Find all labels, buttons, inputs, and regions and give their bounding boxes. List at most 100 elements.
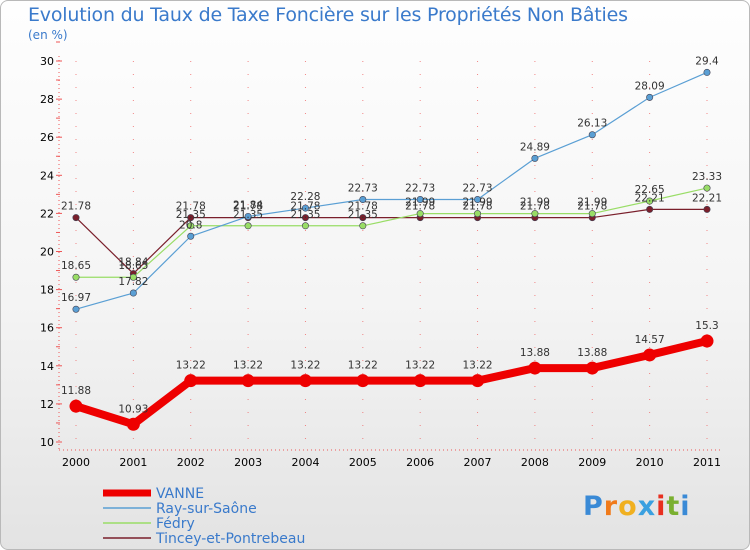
data-point	[474, 210, 482, 218]
y-tick-label: 24	[40, 169, 54, 182]
proxiti-logo: Proxiti	[583, 491, 691, 522]
data-label: 13.22	[405, 360, 435, 372]
data-point	[588, 210, 596, 218]
x-tick-label: 2005	[349, 456, 377, 469]
x-tick-label: 2006	[406, 456, 434, 469]
data-point	[359, 195, 367, 203]
logo-letter: i	[680, 491, 691, 522]
data-point	[646, 205, 654, 213]
y-tick-label: 22	[40, 207, 54, 220]
data-label: 21.78	[348, 201, 378, 213]
x-tick-label: 2004	[291, 456, 319, 469]
data-label: 13.22	[176, 360, 206, 372]
data-point	[531, 210, 539, 218]
data-label: 23.33	[692, 171, 722, 183]
data-label: 21.99	[577, 197, 607, 209]
data-point	[301, 214, 309, 222]
x-tick-label: 2007	[464, 456, 492, 469]
grid-layer: 10 12 14 16 18 20 22 24 26 28 30 2000 2001 2002 2003 20…	[40, 41, 721, 469]
logo-letter: P	[583, 491, 604, 522]
data-label: 21.78	[520, 201, 550, 213]
data-point	[184, 374, 198, 388]
data-point	[72, 305, 80, 313]
data-label: 22.65	[635, 184, 665, 196]
data-label: 13.22	[463, 360, 493, 372]
x-tick-label: 2000	[62, 456, 90, 469]
data-point	[72, 273, 80, 281]
data-point	[471, 374, 485, 388]
data-label: 21.35	[348, 209, 378, 221]
x-tick-label: 2003	[234, 456, 262, 469]
series-line-Tincey-et-Pontrebeau	[75, 208, 707, 275]
data-label: 18.65	[61, 260, 91, 272]
legend-label: Ray-sur-Saône	[156, 501, 257, 517]
series-line-Fédry	[76, 187, 708, 278]
data-label: 21.35	[290, 209, 320, 221]
series-line-Ray-sur-Saône	[75, 71, 708, 310]
y-tick-label: 14	[40, 360, 54, 373]
data-point	[244, 222, 252, 230]
data-label: 22.21	[635, 192, 665, 204]
y-tick-label: 28	[40, 93, 54, 106]
data-label: 16.97	[61, 292, 91, 304]
logo-letter: x	[637, 491, 657, 522]
data-point	[356, 374, 370, 388]
data-label: 22.28	[290, 191, 320, 203]
data-point	[241, 374, 255, 388]
data-point	[187, 222, 195, 230]
data-point	[416, 195, 424, 203]
data-label: 22.73	[405, 182, 435, 194]
data-point	[129, 289, 137, 297]
data-label: 21.78	[290, 201, 320, 213]
data-label: 24.89	[520, 141, 550, 153]
data-point	[69, 399, 83, 413]
data-point	[416, 210, 424, 218]
data-label: 18.65	[118, 260, 148, 272]
data-point	[531, 154, 539, 162]
data-point	[126, 417, 140, 431]
legend-label: Tincey-et-Pontrebeau	[155, 531, 305, 547]
x-tick-label: 2010	[636, 456, 664, 469]
data-point	[413, 374, 427, 388]
data-label: 21.99	[405, 197, 435, 209]
x-tick-label: 2009	[578, 456, 606, 469]
data-point	[700, 334, 714, 348]
data-point	[298, 374, 312, 388]
data-label: 18.84	[118, 257, 148, 269]
data-point	[703, 68, 711, 76]
data-label: 21.99	[463, 197, 493, 209]
y-tick-label: 18	[40, 284, 54, 297]
data-label: 28.09	[635, 80, 665, 92]
data-point	[588, 131, 596, 139]
data-point	[646, 93, 654, 101]
chart-title: Evolution du Taux de Taxe Foncière sur l…	[28, 4, 628, 26]
data-label: 26.13	[577, 118, 607, 130]
data-label: 21.78	[463, 201, 493, 213]
data-label: 13.22	[348, 360, 378, 372]
x-tick-label: 2001	[119, 456, 147, 469]
y-tick-label: 26	[40, 131, 54, 144]
data-label: 21.78	[176, 201, 206, 213]
series-layer	[69, 68, 714, 431]
data-point	[703, 184, 711, 192]
data-label: 20.8	[179, 219, 202, 231]
data-label: 29.4	[695, 55, 719, 67]
data-point	[359, 222, 367, 230]
logo-letter: o	[618, 491, 638, 522]
y-tick-label: 10	[40, 436, 54, 449]
data-point	[187, 214, 195, 222]
y-tick-label: 16	[40, 322, 54, 335]
x-tick-label: 2008	[521, 456, 549, 469]
data-label: 21.99	[520, 197, 550, 209]
data-label: 13.88	[577, 347, 607, 359]
data-point	[646, 197, 654, 205]
y-tick-label: 30	[40, 55, 54, 68]
data-point	[703, 205, 711, 213]
logo-letter: t	[666, 491, 681, 522]
data-label: 21.78	[577, 201, 607, 213]
y-tick-label: 20	[40, 246, 54, 259]
legend: VANNERay-sur-SaôneFédryTincey-et-Pontreb…	[103, 486, 305, 547]
data-label: 22.21	[692, 192, 722, 204]
data-point	[474, 195, 482, 203]
